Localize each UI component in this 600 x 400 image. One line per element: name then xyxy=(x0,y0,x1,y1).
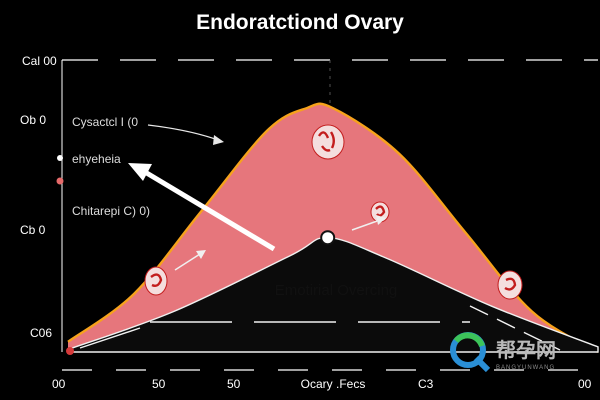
x-tick-label: 00 xyxy=(578,377,592,391)
watermark-text: 帮孕网 xyxy=(496,338,556,362)
peak-marker xyxy=(320,230,336,246)
annotation-dot xyxy=(57,155,63,161)
area-fill xyxy=(68,103,598,352)
follicle-marker xyxy=(144,266,168,296)
follicles xyxy=(144,124,523,300)
annotation-label: ehyeheia xyxy=(72,152,121,166)
y-tick-labels: Cal 00 Ob 0 Cb 0 C06 xyxy=(20,54,57,340)
x-tick-label: 00 xyxy=(52,377,66,391)
watermark-subtext: BANGYUNWANG xyxy=(496,365,555,371)
follicle-marker xyxy=(311,124,345,160)
chart-title: Endoratctiond Ovary xyxy=(196,11,404,34)
follicle-marker xyxy=(370,201,390,223)
watermark: 帮孕网 BANGYUNWANG xyxy=(450,332,556,373)
arrows xyxy=(128,124,386,271)
area-outline xyxy=(67,102,599,354)
x-tick-label: 50 xyxy=(227,377,241,391)
center-label: Emotirial Overcing xyxy=(275,282,398,299)
y-tick-label: Cal 00 xyxy=(22,54,57,68)
annotations: Cysactcl I (0 ehyeheia Chitarepi C) 0) xyxy=(56,115,150,218)
annotation-dot xyxy=(56,177,64,185)
start-point xyxy=(66,347,74,355)
x-tick-labels: 00 50 50 C3 00 xyxy=(52,377,592,391)
x-tick-label: 50 xyxy=(152,377,166,391)
annotation-label: Chitarepi C) 0) xyxy=(72,204,150,218)
dashed-baselines xyxy=(79,305,561,351)
x-tick-label: C3 xyxy=(418,377,434,391)
y-tick-label: Ob 0 xyxy=(20,113,46,127)
x-axis-title: Ocary .Fecs xyxy=(301,377,366,391)
follicle-marker xyxy=(497,270,523,300)
y-tick-label: Cb 0 xyxy=(20,223,46,237)
y-tick-label: C06 xyxy=(30,326,52,340)
q-ring-logo-icon xyxy=(450,332,491,373)
annotation-label: Cysactcl I (0 xyxy=(72,115,138,129)
